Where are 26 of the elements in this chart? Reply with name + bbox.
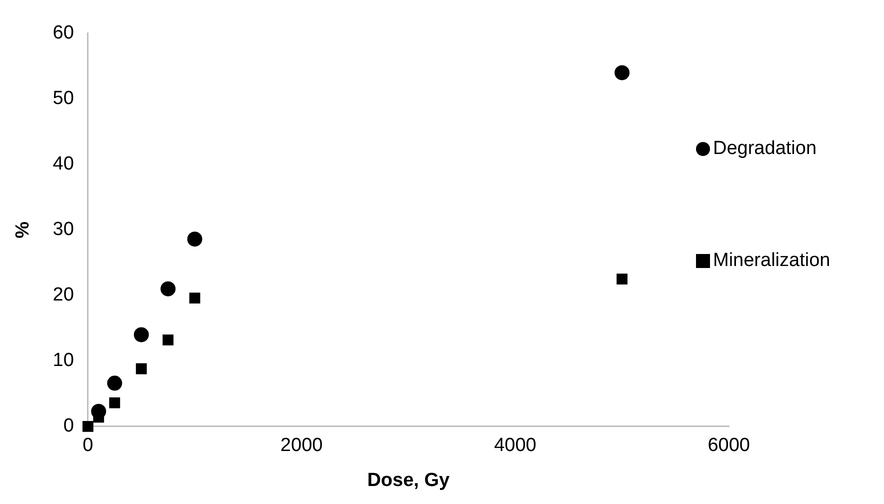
point <box>187 232 202 247</box>
point <box>614 65 630 80</box>
x-tick-label: 4000 <box>494 435 536 456</box>
point <box>134 327 149 342</box>
x-tick-label: 2000 <box>280 435 323 456</box>
x-tick-label: 0 <box>82 435 94 456</box>
y-tick-label: 0 <box>63 416 74 437</box>
point <box>109 397 120 408</box>
y-tick-label: 60 <box>52 22 74 44</box>
y-tick-label: 20 <box>52 284 74 306</box>
y-tick-label: 40 <box>52 154 74 175</box>
y-axis-title: % <box>12 221 34 238</box>
y-tick-label: 30 <box>52 219 74 240</box>
point <box>616 274 628 284</box>
point <box>136 363 147 374</box>
point <box>107 376 122 391</box>
x-axis-title: Dose, Gy <box>367 470 450 491</box>
y-tick-label: 50 <box>52 88 74 110</box>
point <box>160 281 176 296</box>
x-tick-label: 6000 <box>708 435 750 456</box>
legend-label: Degradation <box>713 138 817 160</box>
point <box>82 420 94 432</box>
point <box>189 292 200 304</box>
point <box>162 334 174 346</box>
legend-label: Mineralization <box>713 250 830 272</box>
y-tick-label: 10 <box>52 350 74 372</box>
